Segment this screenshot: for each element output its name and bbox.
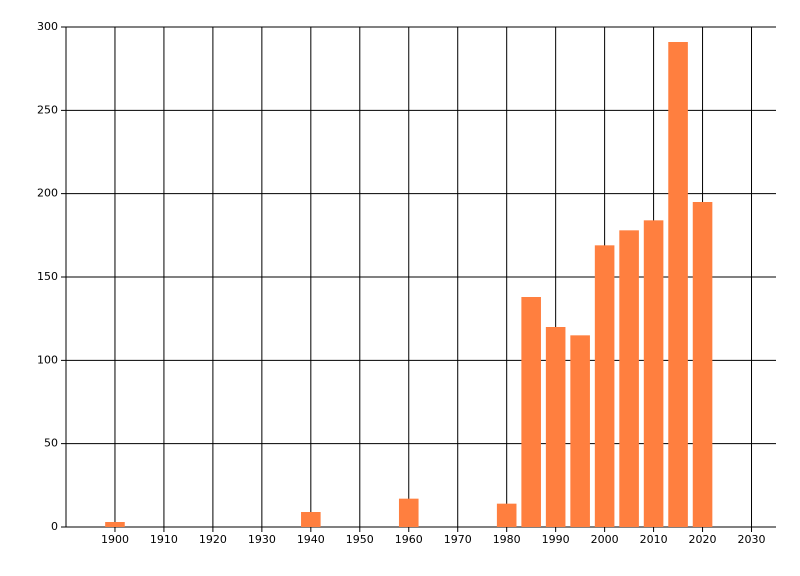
bar xyxy=(545,327,566,527)
x-tick-label: 1980 xyxy=(493,533,521,546)
bar xyxy=(301,512,321,527)
bar xyxy=(496,503,517,527)
bar xyxy=(643,220,664,528)
x-tick-label: 2020 xyxy=(689,533,717,546)
y-tick-label: 0 xyxy=(51,520,58,533)
x-tick-label: 1970 xyxy=(444,533,472,546)
x-tick-label: 1940 xyxy=(297,533,325,546)
bar xyxy=(105,522,125,527)
y-tick-label: 150 xyxy=(37,270,58,283)
y-tick-label: 250 xyxy=(37,103,58,116)
x-tick-label: 2000 xyxy=(591,533,619,546)
x-tick-label: 2030 xyxy=(738,533,766,546)
x-tick-label: 1930 xyxy=(248,533,276,546)
y-tick-label: 100 xyxy=(37,353,58,366)
x-tick-label: 1920 xyxy=(199,533,227,546)
x-tick-label: 1990 xyxy=(542,533,570,546)
x-tick-label: 1960 xyxy=(395,533,423,546)
x-tick-label: 1910 xyxy=(150,533,178,546)
bar xyxy=(594,245,615,528)
bar xyxy=(619,230,639,528)
bar xyxy=(692,202,713,527)
bar xyxy=(521,297,541,527)
bar xyxy=(668,42,688,527)
x-tick-label: 2010 xyxy=(640,533,668,546)
bar xyxy=(570,335,590,527)
x-tick-label: 1900 xyxy=(101,533,129,546)
y-tick-label: 300 xyxy=(37,20,58,33)
x-tick-label: 1950 xyxy=(346,533,374,546)
y-tick-label: 200 xyxy=(37,187,58,200)
y-tick-label: 50 xyxy=(44,437,58,450)
bar xyxy=(398,498,419,527)
